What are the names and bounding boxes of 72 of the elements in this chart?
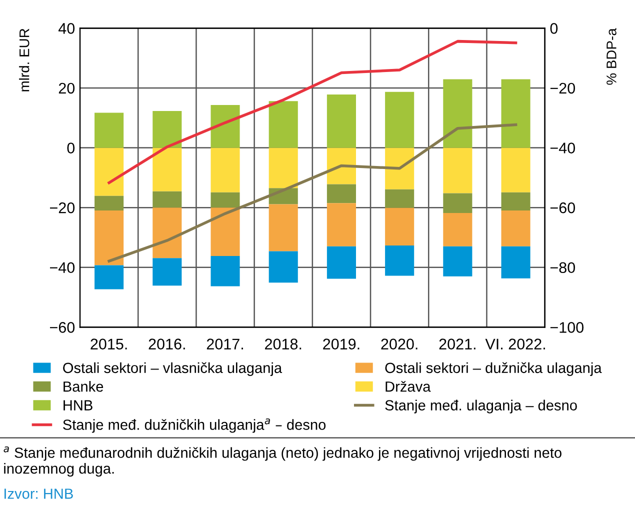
bar — [326, 246, 356, 279]
x-tick-label: 2018. — [265, 338, 302, 350]
y-tick-label: 40 — [58, 23, 75, 34]
bar — [443, 79, 472, 148]
y-axis-title: mlrd. EUR — [19, 28, 30, 92]
legend-label: Ostali sektori – vlasnička ulaganja — [63, 362, 282, 376]
y-tick-label: 20 — [58, 82, 75, 94]
bar — [268, 148, 298, 188]
bar — [210, 105, 240, 148]
bar — [326, 184, 356, 204]
line-series — [108, 123, 518, 262]
bar — [210, 256, 240, 286]
x-tick-label: 2021. — [439, 338, 476, 350]
legend-label: Stanje međ. ulaganja – desno — [385, 400, 577, 414]
y-tick-label: 0 — [67, 142, 75, 154]
y2-tick-label: −40 — [550, 142, 576, 154]
bar — [94, 265, 124, 290]
y-tick-label: −40 — [50, 262, 75, 274]
text: $^{a}$ Stanje međunarodnih dužničkih ulaganja (neto) jednako je negativnoj vrijednosti neto inozemnog duga. — [4, 446, 562, 477]
x-tick-label: VI. 2022. — [485, 338, 545, 350]
x-tick-label: 2016. — [148, 338, 185, 350]
x-tick-label: 2019. — [323, 338, 360, 350]
y2-tick-label: −60 — [550, 202, 576, 214]
bar — [268, 204, 298, 252]
bar — [501, 148, 530, 192]
legend-label: HNB — [64, 400, 92, 410]
y2-axis-title: % BDP-a — [606, 28, 616, 85]
bar — [210, 208, 240, 256]
bar — [326, 94, 356, 148]
bar — [385, 189, 414, 208]
x-tick-label: 2017. — [206, 338, 243, 350]
line-series — [108, 40, 518, 184]
y2-tick-label: −80 — [550, 262, 576, 274]
bar — [94, 210, 124, 266]
y-tick-label: −20 — [50, 202, 75, 214]
bar — [385, 246, 414, 276]
bar — [94, 196, 124, 211]
y2-tick-label: −100 — [550, 322, 584, 333]
bar — [501, 246, 530, 278]
legend-label: Država — [386, 381, 431, 392]
bar — [385, 208, 414, 246]
bar — [501, 210, 530, 246]
bar — [443, 148, 472, 194]
legend-label: Stanje međ. dužničkih ulaganja$^{a}$ – desno — [63, 418, 326, 433]
bar — [210, 192, 240, 208]
bar — [501, 79, 530, 148]
y2-tick-label: 0 — [550, 23, 558, 34]
bar — [152, 148, 182, 192]
y2-tick-label: −20 — [550, 82, 576, 94]
y-tick-label: −60 — [50, 322, 75, 333]
legend-label: Banke — [64, 381, 104, 392]
bar — [326, 203, 356, 246]
text: Izvor: HNB — [4, 488, 73, 499]
bar — [152, 258, 182, 286]
bar — [268, 251, 298, 283]
x-tick-label: 2020. — [381, 338, 418, 350]
bar — [268, 101, 298, 148]
bar — [94, 148, 124, 196]
bar — [210, 148, 240, 192]
bar — [385, 148, 414, 190]
bar — [94, 112, 124, 148]
bar — [443, 193, 472, 213]
bar — [152, 110, 182, 148]
bar — [152, 208, 182, 258]
bar — [152, 191, 182, 208]
legend-label: Ostali sektori – dužnička ulaganja — [385, 362, 602, 376]
bar — [443, 212, 472, 246]
x-tick-label: 2015. — [90, 338, 127, 350]
bar — [326, 148, 356, 184]
bar — [501, 192, 530, 211]
bar — [443, 246, 472, 276]
bar — [385, 92, 414, 148]
